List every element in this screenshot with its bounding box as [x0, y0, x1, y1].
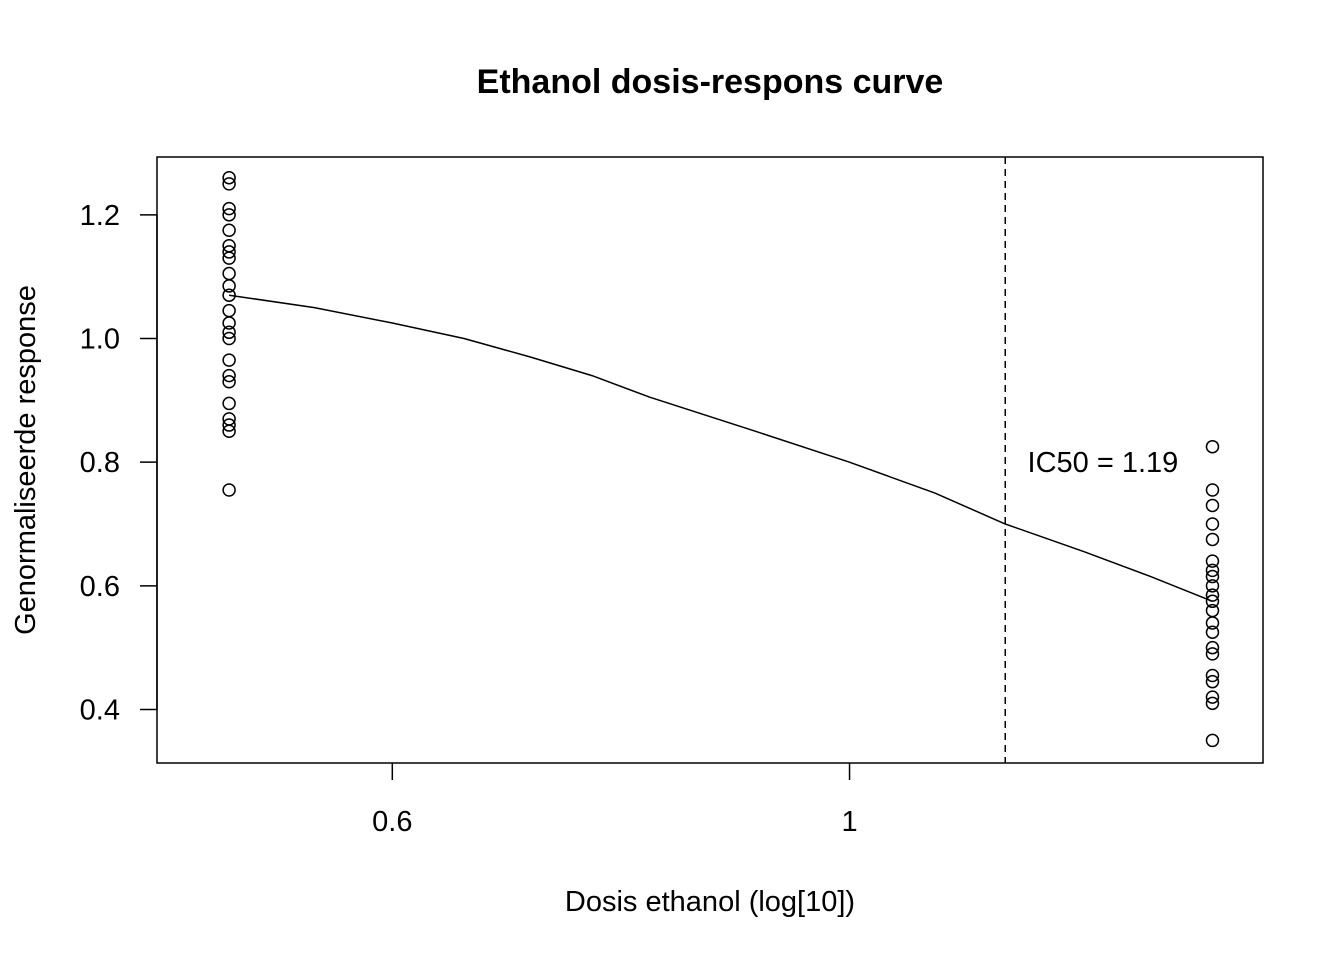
data-point — [222, 288, 236, 302]
data-point — [222, 375, 236, 389]
data-point — [1205, 517, 1220, 531]
x-axis: 0.6 1 — [372, 763, 858, 838]
data-point — [222, 266, 236, 281]
x-axis-label: Dosis ethanol (log[10]) — [565, 886, 855, 918]
data-point — [1205, 579, 1220, 593]
data-point — [222, 483, 236, 497]
data-point — [1205, 603, 1220, 618]
data-point — [222, 303, 236, 318]
data-point — [1205, 532, 1220, 547]
y-axis-label: Genormaliseerde response — [10, 285, 42, 635]
data-point — [1205, 439, 1220, 454]
data-point — [1205, 733, 1220, 748]
data-point — [222, 325, 236, 340]
ic50-annotation: IC50 = 1.19 — [1028, 447, 1179, 479]
fitted-curve-layer — [228, 294, 1213, 602]
data-point — [1205, 674, 1220, 689]
data-point — [222, 316, 236, 330]
y-tick-label: 0.4 — [80, 695, 120, 727]
annotation-layer: IC50 = 1.19 — [1028, 447, 1179, 479]
data-point — [1205, 569, 1220, 584]
data-point — [1205, 625, 1220, 639]
y-tick-label: 1.0 — [80, 323, 120, 355]
y-tick-label: 0.6 — [80, 571, 120, 603]
data-point — [1205, 563, 1220, 578]
y-tick-label: 0.8 — [80, 447, 120, 479]
data-point — [222, 353, 236, 367]
data-point — [1205, 690, 1220, 704]
data-point — [222, 331, 236, 346]
data-point — [222, 223, 236, 238]
data-point — [1205, 696, 1220, 711]
data-point — [1205, 483, 1220, 497]
x-tick-label: 0.6 — [372, 806, 412, 838]
data-point — [1205, 554, 1220, 568]
data-point — [1205, 647, 1220, 661]
data-point — [222, 396, 236, 411]
data-point — [222, 170, 236, 185]
chart-title: Ethanol dosis-respons curve — [477, 63, 944, 101]
data-point — [222, 177, 236, 191]
data-point — [222, 368, 236, 383]
data-point — [222, 208, 236, 222]
data-point — [222, 245, 236, 259]
data-point — [222, 279, 236, 293]
data-point — [1205, 498, 1220, 513]
y-tick-label: 1.2 — [80, 200, 120, 232]
data-point — [1205, 594, 1220, 609]
fitted-curve — [228, 294, 1213, 602]
data-point — [222, 251, 236, 265]
x-tick-label: 1 — [841, 806, 857, 838]
data-point — [1205, 668, 1220, 683]
data-points-layer — [222, 170, 1220, 748]
data-point — [222, 201, 236, 216]
data-point — [222, 418, 236, 432]
y-axis: 0.4 0.6 0.8 1.0 1.2 — [80, 200, 158, 727]
data-point — [222, 424, 236, 438]
data-point — [1205, 640, 1220, 655]
data-point — [1205, 588, 1220, 602]
data-point — [1205, 616, 1220, 630]
